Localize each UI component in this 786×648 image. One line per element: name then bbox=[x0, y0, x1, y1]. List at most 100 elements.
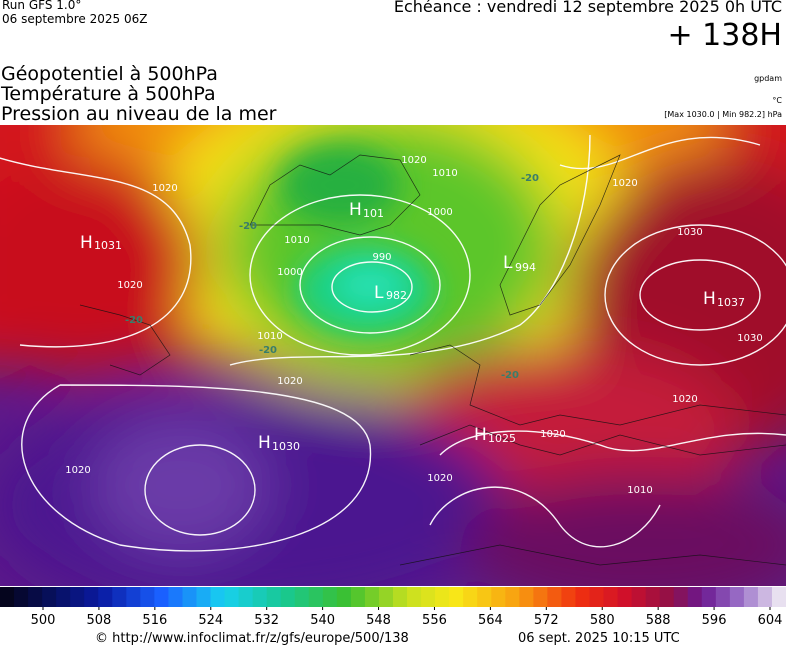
isobar-label: 1030 bbox=[677, 227, 702, 238]
footer-date: 06 sept. 2025 10:15 UTC bbox=[518, 631, 680, 646]
center-letter: L bbox=[503, 253, 513, 273]
temperature-label: -20 bbox=[259, 345, 277, 356]
isobar-label: 990 bbox=[372, 252, 391, 263]
colorbar-swatch bbox=[421, 587, 436, 607]
run-date: 06 septembre 2025 06Z bbox=[2, 12, 148, 26]
unit: [Max 1030.0 | Min 982.2] hPa bbox=[664, 110, 782, 119]
colorbar-swatch bbox=[84, 587, 99, 607]
colorbar-swatch bbox=[701, 587, 717, 607]
colorbar-swatch bbox=[771, 587, 786, 607]
isobar-label: 1010 bbox=[257, 331, 282, 342]
layer: Géopotentiel à 500hPa bbox=[1, 63, 218, 85]
colorbar-swatch bbox=[673, 587, 689, 607]
colorbar-swatch bbox=[210, 587, 226, 607]
colorbar-label: 516 bbox=[142, 613, 167, 628]
layer: Pression au niveau de la mer bbox=[1, 103, 277, 125]
center-letter: H bbox=[349, 200, 362, 220]
temperature-label: -20 bbox=[239, 221, 257, 232]
colorbar-swatch bbox=[407, 587, 422, 607]
colorbar-label: 580 bbox=[590, 613, 615, 628]
colorbar-swatch bbox=[280, 587, 296, 607]
colorbar-swatch bbox=[140, 587, 155, 607]
isobar-label: 1010 bbox=[432, 168, 457, 179]
colorbar-swatch bbox=[364, 587, 380, 607]
run: Run GFS 1.0° bbox=[2, 0, 82, 12]
colorbar-swatch bbox=[729, 587, 745, 607]
colorbar-swatch bbox=[196, 587, 212, 607]
isobar-label: 1020 bbox=[277, 376, 302, 387]
horizon: + 138H bbox=[667, 18, 783, 53]
colorbar-swatch bbox=[98, 587, 113, 607]
colorbar-swatch bbox=[645, 587, 661, 607]
isobar-label: 1020 bbox=[65, 465, 90, 476]
colorbar-label: 508 bbox=[87, 613, 112, 628]
center-value: 1031 bbox=[94, 239, 122, 252]
isobar-label: 1030 bbox=[737, 333, 762, 344]
colorbar-swatch bbox=[350, 587, 366, 607]
colorbar-label: 500 bbox=[31, 613, 56, 628]
colorbar-swatch bbox=[491, 587, 506, 607]
colorbar-swatch bbox=[56, 587, 71, 607]
colorbar-swatch bbox=[70, 587, 85, 607]
center-letter: H bbox=[258, 433, 271, 453]
colorbar-label: 572 bbox=[534, 613, 559, 628]
center-letter: H bbox=[703, 289, 716, 309]
colorbar-swatch bbox=[168, 587, 183, 607]
colorbar-swatch bbox=[378, 587, 394, 607]
colorbar-swatch bbox=[112, 587, 127, 607]
colorbar-swatch bbox=[659, 587, 675, 607]
colorbar-swatch bbox=[477, 587, 492, 607]
colorbar-swatch bbox=[393, 587, 408, 607]
isobar-label: 1020 bbox=[672, 394, 697, 405]
temperature-label: -20 bbox=[501, 370, 519, 381]
colorbar-swatch bbox=[14, 587, 29, 607]
colorbar-swatch bbox=[687, 587, 703, 607]
unit: °C bbox=[772, 96, 782, 105]
unit: gpdam bbox=[754, 74, 782, 83]
colorbar-label: 524 bbox=[198, 613, 223, 628]
isobar-label: 1000 bbox=[277, 267, 302, 278]
colorbar-label: 596 bbox=[702, 613, 727, 628]
center-value: 1030 bbox=[272, 440, 300, 453]
isobar-label: 1020 bbox=[117, 280, 142, 291]
isobar-label: 1020 bbox=[152, 183, 177, 194]
colorbar-swatch bbox=[757, 587, 773, 607]
colorbar-swatch bbox=[547, 587, 562, 607]
colorbar-swatch bbox=[603, 587, 619, 607]
colorbar-label: 556 bbox=[422, 613, 447, 628]
isobar-label: 1020 bbox=[612, 178, 637, 189]
colorbar-swatch bbox=[463, 587, 478, 607]
echeance: Echéance : vendredi 12 septembre 2025 0h… bbox=[393, 0, 782, 16]
colorbar-swatch bbox=[575, 587, 590, 607]
center-value: 101 bbox=[363, 207, 384, 220]
colorbar-swatch bbox=[28, 587, 43, 607]
colorbar-swatch bbox=[336, 587, 352, 607]
colorbar-swatch bbox=[715, 587, 731, 607]
colorbar-swatch bbox=[0, 587, 15, 607]
center-letter: L bbox=[374, 283, 384, 303]
colorbar-swatch bbox=[308, 587, 324, 607]
colorbar-swatch bbox=[505, 587, 520, 607]
center-value: 994 bbox=[515, 261, 536, 274]
colorbar-swatch bbox=[519, 587, 534, 607]
isobar-label: 1020 bbox=[540, 429, 565, 440]
colorbar-label: 548 bbox=[366, 613, 391, 628]
map: H 1031 H 1030 H 1025 H 1037 L 982 H 101 … bbox=[0, 125, 786, 586]
colorbar-swatch bbox=[126, 587, 141, 607]
isobar-label: 1010 bbox=[284, 235, 309, 246]
isobar-label: 1020 bbox=[401, 155, 426, 166]
colorbar-swatch bbox=[533, 587, 548, 607]
colorbar-swatch bbox=[617, 587, 633, 607]
footer-url: © http://www.infoclimat.fr/z/gfs/europe/… bbox=[95, 631, 409, 646]
colorbar-label: 540 bbox=[310, 613, 335, 628]
colorbar-label: 532 bbox=[254, 613, 279, 628]
isobar-label: 1020 bbox=[427, 473, 452, 484]
colorbar-swatch bbox=[182, 587, 197, 607]
colorbar-swatch bbox=[154, 587, 169, 607]
colorbar-swatch bbox=[743, 587, 759, 607]
center-value: 1037 bbox=[717, 296, 745, 309]
colorbar-swatch bbox=[435, 587, 450, 607]
colorbar-swatch bbox=[561, 587, 576, 607]
center-letter: H bbox=[474, 425, 487, 445]
